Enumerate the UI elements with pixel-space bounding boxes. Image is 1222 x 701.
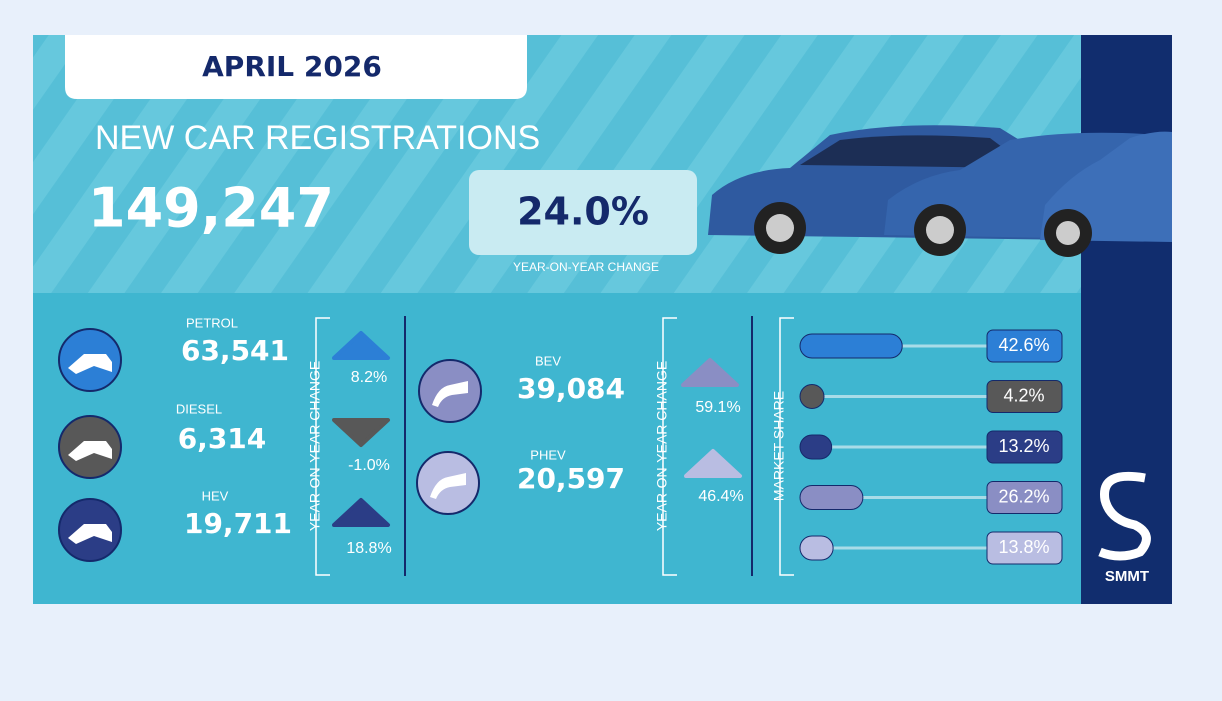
share-label: 13.8%	[998, 537, 1049, 557]
fuel-registrations: 39,084	[517, 372, 625, 405]
fuel-registrations: 20,597	[517, 462, 625, 495]
pump	[68, 441, 112, 461]
plug	[432, 381, 468, 407]
fuel-icon	[418, 359, 482, 423]
share-pill	[986, 531, 1063, 565]
headline-change: 24.0%	[517, 190, 649, 234]
cars	[708, 125, 1172, 257]
fuel-name: BEV	[535, 353, 561, 368]
logo-text: SMMT	[1105, 568, 1149, 585]
change-box	[469, 170, 697, 255]
headline-total: 149,247	[88, 177, 334, 240]
fuel-name: PETROL	[186, 315, 238, 330]
fuel-name: PHEV	[530, 447, 566, 462]
change-arrow	[332, 331, 390, 360]
share-label: 13.2%	[998, 436, 1049, 456]
share-bar	[799, 384, 825, 409]
fuel-registrations: 6,314	[178, 422, 267, 455]
share-pill	[986, 481, 1063, 514]
change-arrow	[684, 449, 742, 478]
fuel-registrations: 63,541	[181, 334, 289, 367]
share-bar	[799, 485, 864, 510]
fuel-name: HEV	[202, 488, 229, 503]
fuel-change: 18.8%	[346, 540, 391, 557]
change-arrow	[332, 498, 390, 527]
share-pill	[986, 380, 1063, 413]
fuel-icon	[58, 498, 122, 562]
share-label: 26.2%	[998, 486, 1049, 506]
fuel-icon	[416, 451, 480, 515]
title-tab	[65, 35, 527, 99]
fuel-change: 59.1%	[695, 399, 740, 416]
fuel-change: -1.0%	[348, 457, 390, 474]
fuel-registrations: 19,711	[184, 507, 292, 540]
brackets	[315, 317, 794, 576]
axis-label: MARKET SHARE	[771, 391, 787, 501]
change-label: YEAR-ON-YEAR CHANGE	[513, 260, 659, 274]
fuel-icon	[58, 328, 122, 392]
share-pill	[986, 329, 1063, 363]
side-strip	[1081, 35, 1172, 604]
title: APRIL 2026	[202, 50, 382, 83]
pump	[68, 524, 112, 544]
fuel-icon	[58, 415, 122, 479]
share-bar	[799, 333, 903, 359]
fuel-name: DIESEL	[176, 401, 222, 416]
share-label: 42.6%	[998, 335, 1049, 355]
axis-label: YEAR-ON-YEAR CHANGE	[654, 361, 670, 531]
change-arrow	[681, 358, 739, 387]
headline-label: NEW CAR REGISTRATIONS	[95, 119, 540, 157]
logo: SMMT	[1098, 471, 1151, 585]
pump	[68, 354, 112, 374]
share-label: 4.2%	[1003, 385, 1044, 405]
fuel-change: 46.4%	[698, 488, 743, 505]
plug	[430, 473, 466, 499]
share-bar	[799, 535, 834, 561]
fuel-change: 8.2%	[351, 369, 387, 386]
axis-label: YEAR-ON-YEAR CHANGE	[307, 361, 323, 531]
share-bar	[799, 434, 833, 460]
share-pill	[986, 430, 1063, 464]
change-arrow	[332, 418, 390, 447]
